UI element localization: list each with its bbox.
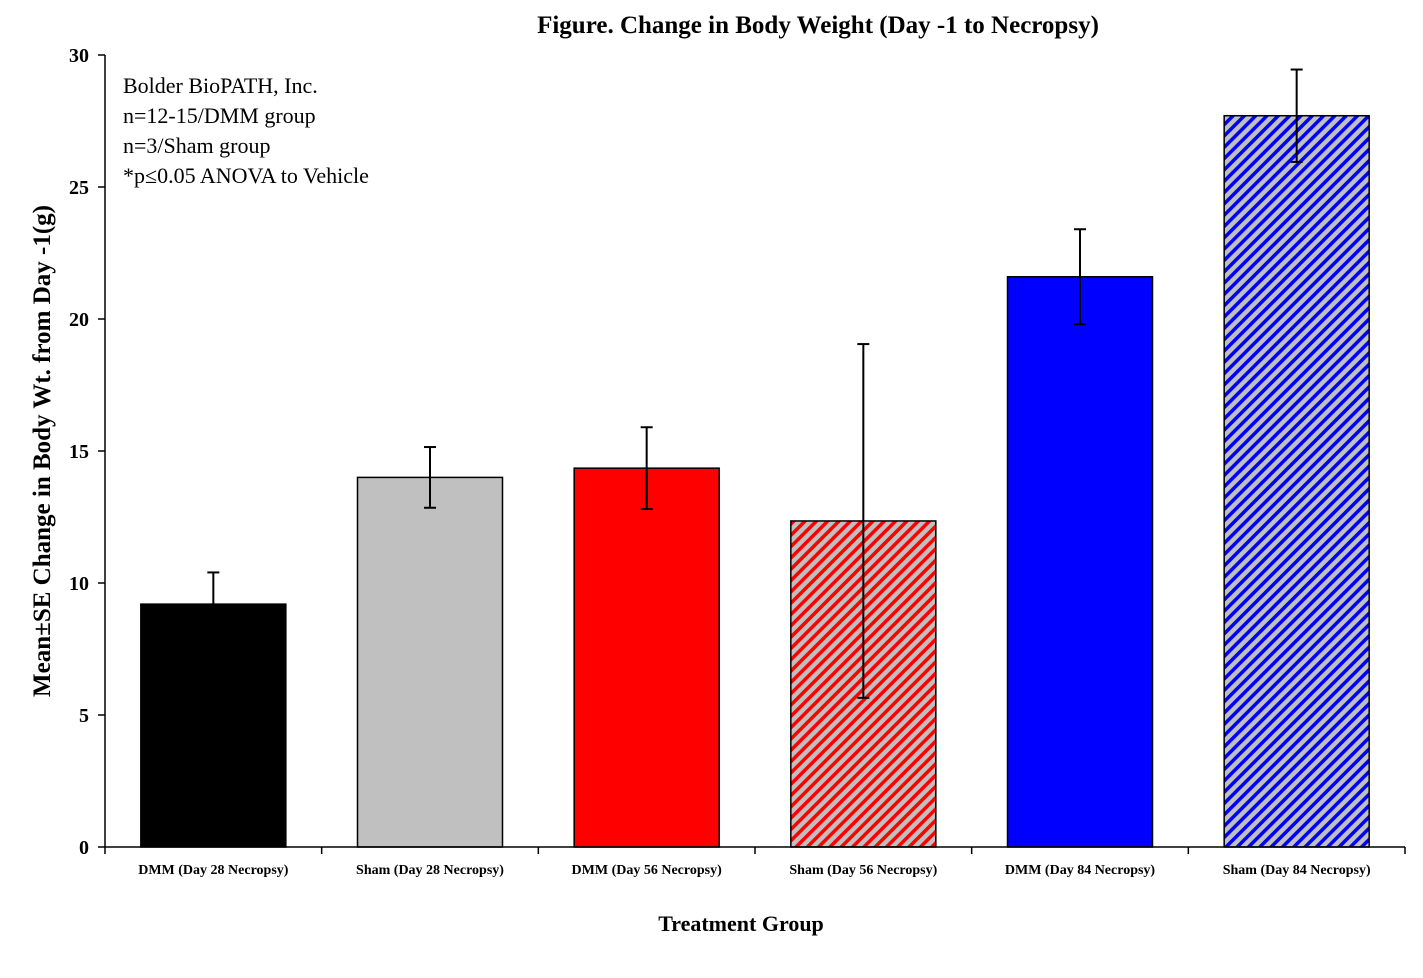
y-tick-label: 10: [69, 573, 89, 595]
chart-title: Figure. Change in Body Weight (Day -1 to…: [537, 12, 1099, 39]
y-tick-label: 25: [69, 177, 89, 199]
bar: [573, 467, 720, 848]
annotation-line: n=3/Sham group: [123, 133, 270, 158]
x-tick-label: Sham (Day 56 Necropsy): [789, 863, 937, 878]
y-tick-label: 30: [69, 45, 89, 67]
x-axis-label: Treatment Group: [658, 911, 824, 936]
annotation-line: Bolder BioPATH, Inc.: [123, 73, 318, 98]
y-tick-label: 5: [79, 705, 89, 727]
bars: [140, 68, 1370, 848]
y-tick-label: 20: [69, 309, 89, 331]
x-tick-label: DMM (Day 28 Necropsy): [138, 863, 289, 878]
y-tick-label: 0: [79, 837, 89, 859]
y-tick-label: 15: [69, 441, 89, 463]
x-tick-label: Sham (Day 84 Necropsy): [1223, 863, 1371, 878]
bar: [140, 603, 287, 848]
x-tick-label: Sham (Day 28 Necropsy): [356, 863, 504, 878]
y-axis-label: Mean±SE Change in Body Wt. from Day -1(g…: [29, 205, 56, 697]
bar: [1223, 114, 1370, 848]
x-tick-label: DMM (Day 84 Necropsy): [1005, 863, 1156, 878]
bar: [1006, 276, 1154, 848]
axes: DMM (Day 28 Necropsy) Sham (Day 28 Necrop…: [69, 45, 1406, 878]
annotation-line: n=12-15/DMM group: [123, 103, 316, 128]
bar: [356, 476, 504, 848]
x-tick-label: DMM (Day 56 Necropsy): [572, 863, 723, 878]
annotations: Bolder BioPATH, Inc. n=12-15/DMM group n=3…: [123, 73, 369, 188]
annotation-line: *p≤0.05 ANOVA to Vehicle: [123, 163, 369, 188]
